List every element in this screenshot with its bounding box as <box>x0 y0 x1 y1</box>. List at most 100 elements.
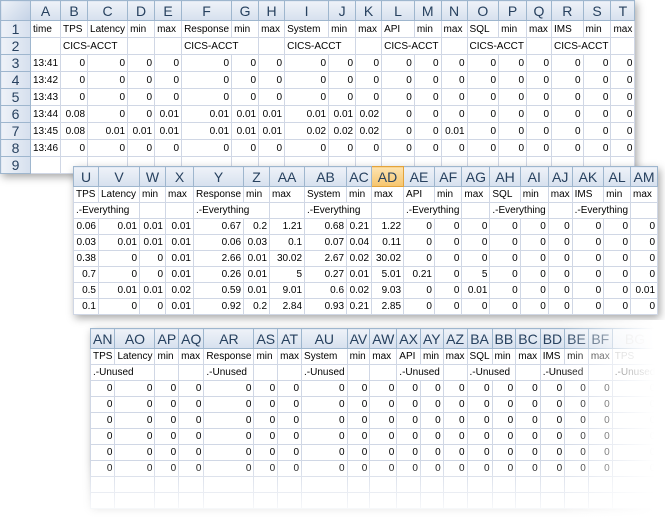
cell-header-label[interactable]: max <box>630 186 659 203</box>
cell-header-label[interactable]: max <box>587 348 613 365</box>
cell[interactable]: 0 <box>539 380 566 397</box>
cell[interactable]: 0 <box>127 88 156 106</box>
cell[interactable]: 0.08 <box>60 122 89 140</box>
cell[interactable] <box>466 492 493 509</box>
cell[interactable]: 0.01 <box>231 122 260 140</box>
cell[interactable] <box>611 492 659 509</box>
column-header-aw[interactable]: AW <box>369 328 398 349</box>
cell[interactable]: 0 <box>413 71 442 89</box>
cell[interactable]: 0 <box>98 298 140 315</box>
cell[interactable]: 0.01 <box>98 234 140 251</box>
cell[interactable]: 0 <box>231 54 260 72</box>
cell[interactable]: 0.01 <box>139 282 166 299</box>
cell[interactable]: 0 <box>442 460 468 477</box>
cell[interactable]: 0.02 <box>346 250 373 267</box>
cell[interactable]: 0 <box>178 444 205 461</box>
cell[interactable]: 0 <box>582 71 612 89</box>
cell[interactable]: 0.03 <box>243 234 271 251</box>
cell[interactable]: 13:44 <box>29 105 62 123</box>
cell[interactable]: 0.01 <box>165 298 194 315</box>
cell[interactable]: 0 <box>89 412 116 429</box>
cell[interactable]: 0.06 <box>73 218 99 235</box>
cell[interactable]: 0 <box>284 88 330 106</box>
cell[interactable]: 0 <box>127 139 156 157</box>
cell[interactable]: 0 <box>489 250 521 267</box>
cell-header-label[interactable]: min <box>491 348 517 365</box>
cell[interactable]: 0.01 <box>258 122 286 140</box>
column-header-h[interactable]: H <box>258 0 286 21</box>
column-header-ap[interactable]: AP <box>154 328 180 349</box>
cell[interactable]: 0.02 <box>284 122 330 140</box>
cell-group-label[interactable] <box>547 202 573 219</box>
column-header-aq[interactable]: AQ <box>178 328 205 349</box>
cell[interactable]: 0 <box>277 460 303 477</box>
cell[interactable]: 0 <box>547 250 573 267</box>
cell[interactable]: 0 <box>396 428 421 445</box>
cell[interactable]: 0.04 <box>346 234 373 251</box>
cell[interactable]: 0.7 <box>73 266 99 283</box>
cell[interactable]: 2.85 <box>371 298 405 315</box>
cell[interactable] <box>515 492 541 509</box>
cell-header-label[interactable]: Latency <box>114 348 156 365</box>
cell[interactable] <box>564 492 589 509</box>
cell[interactable]: 0 <box>603 298 632 315</box>
column-header-e[interactable]: E <box>154 0 183 21</box>
cell[interactable] <box>369 476 398 493</box>
cell-group-label[interactable] <box>277 364 303 381</box>
cell-group-label[interactable] <box>178 364 205 381</box>
cell[interactable]: 0 <box>154 88 183 106</box>
cell[interactable]: 0.21 <box>346 298 373 315</box>
cell[interactable]: 0 <box>178 460 205 477</box>
cell[interactable]: 0.6 <box>304 282 348 299</box>
cell[interactable]: 0 <box>178 396 205 413</box>
cell[interactable] <box>657 412 665 429</box>
cell[interactable]: 0 <box>381 88 415 106</box>
cell[interactable]: 0 <box>60 71 89 89</box>
column-header-ax[interactable]: AX <box>396 328 421 349</box>
cell[interactable]: 0 <box>519 298 549 315</box>
row-header-6[interactable]: 6 <box>0 105 31 123</box>
cell[interactable]: 0 <box>489 218 521 235</box>
select-all-button[interactable] <box>0 0 31 21</box>
cell[interactable]: 0 <box>610 139 636 157</box>
cell[interactable] <box>466 476 493 493</box>
row-header-2[interactable]: 2 <box>0 37 31 55</box>
cell[interactable]: 0 <box>551 88 584 106</box>
cell[interactable]: 0 <box>571 250 605 267</box>
cell[interactable]: 0 <box>301 396 348 413</box>
column-header-am[interactable]: AM <box>630 166 659 187</box>
cell[interactable]: 0 <box>355 88 383 106</box>
cell[interactable]: 0 <box>526 105 552 123</box>
cell[interactable]: 0 <box>231 71 260 89</box>
cell[interactable]: 0.01 <box>139 234 166 251</box>
cell-header-label[interactable]: API <box>381 20 415 38</box>
cell[interactable]: 0 <box>413 54 442 72</box>
cell[interactable]: 0.02 <box>355 105 383 123</box>
cell[interactable]: 0.2 <box>243 218 271 235</box>
column-header-ar[interactable]: AR <box>203 328 255 349</box>
cell[interactable]: 2.66 <box>192 250 245 267</box>
cell[interactable] <box>657 428 665 445</box>
cell[interactable]: 0 <box>547 282 573 299</box>
cell[interactable]: 0.26 <box>192 266 245 283</box>
cell[interactable]: 0.01 <box>154 105 183 123</box>
cell-group-label[interactable] <box>610 37 636 55</box>
cell[interactable]: 0 <box>515 380 541 397</box>
cell[interactable]: 0 <box>610 54 636 72</box>
cell[interactable] <box>114 492 156 509</box>
cell-group-label[interactable]: .-Everything <box>192 202 271 219</box>
cell[interactable]: 0 <box>89 380 116 397</box>
cell[interactable] <box>346 492 371 509</box>
cell[interactable]: 0.01 <box>165 250 194 267</box>
cell[interactable]: 0 <box>489 282 521 299</box>
cell[interactable]: 0 <box>603 282 632 299</box>
column-header-az[interactable]: AZ <box>442 328 468 349</box>
cell[interactable]: 0.01 <box>440 122 468 140</box>
cell[interactable]: 0 <box>611 444 659 461</box>
column-header-q[interactable]: Q <box>526 0 552 21</box>
cell[interactable]: 0 <box>539 428 566 445</box>
cell-group-label[interactable]: CICS-ACCT <box>181 37 260 55</box>
cell[interactable]: 0 <box>582 105 612 123</box>
cell[interactable]: 0 <box>547 298 573 315</box>
column-header-i[interactable]: I <box>284 0 330 21</box>
